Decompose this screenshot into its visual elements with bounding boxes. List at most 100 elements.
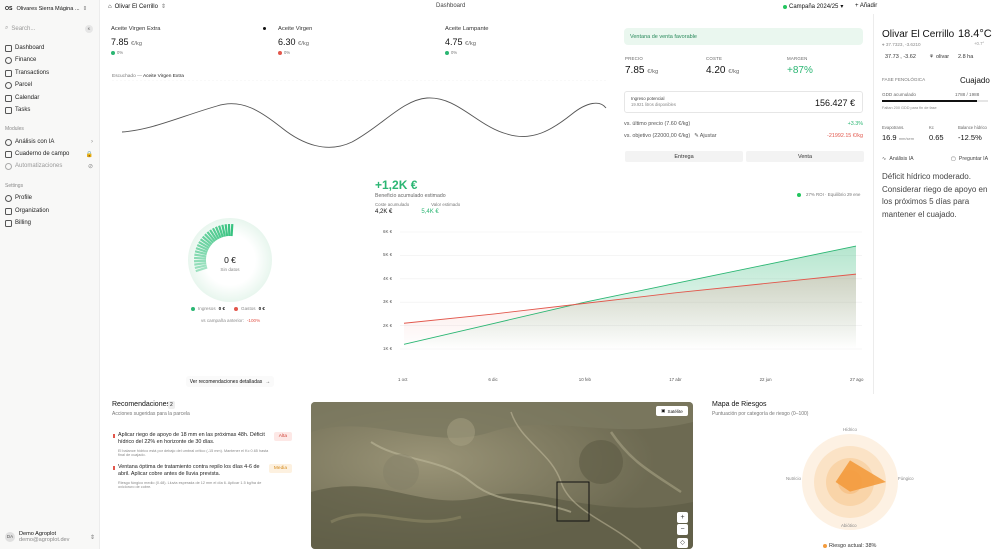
donut-tick	[218, 225, 224, 238]
sidebar-item-parcel[interactable]: Parcel	[5, 80, 93, 90]
search-placeholder: Search...	[11, 25, 36, 32]
user-menu[interactable]: DA Demo Agroplot demo@agroplot.dev ⇕	[5, 530, 95, 544]
sidebar-item-tasks[interactable]: Tasks	[5, 105, 93, 115]
profit-chart	[400, 231, 862, 350]
leaf-icon: ⚘	[929, 54, 934, 60]
trend-dot	[111, 50, 115, 55]
finance-icon	[5, 56, 12, 64]
sidebar-item-label: Transactions	[15, 70, 50, 76]
satellite-toggle-button[interactable]: ▣ Satélite	[656, 406, 688, 416]
satellite-map[interactable]	[311, 402, 693, 549]
revenue-label: Ingreso potencial	[631, 96, 665, 101]
price-card-extra-virgin[interactable]: Aceite Virgen Extra 7.85 €/kg 0%	[111, 26, 231, 55]
risk-axis-label: Nutricio	[786, 476, 801, 481]
cost-line	[403, 273, 857, 324]
page-title: Dashboard	[436, 3, 466, 9]
profit-value: +1,2K €	[375, 178, 418, 192]
donut-legend: Ingresos 0 € Gastos 0 €	[191, 306, 265, 311]
vs-label: vs campaña anterior:	[201, 318, 244, 323]
kpi-price-unit: €/kg	[647, 69, 659, 75]
current-risk-label: Riesgo actual:	[829, 543, 864, 549]
parcel-boundary[interactable]	[556, 481, 590, 522]
kc-value: 0.65	[929, 133, 944, 142]
cost-acc-value: 4,2K €	[375, 209, 393, 215]
price-card-virgin[interactable]: Aceite Virgen 6.30 €/kg 0%	[278, 26, 398, 55]
gdd-note: Faltan 200 GDD para fin de fase	[882, 106, 937, 110]
x-tick-label: 17 abr	[669, 377, 682, 382]
parcel-icon: ⌂	[108, 3, 112, 10]
x-tick-label: 1 oct	[398, 377, 408, 382]
chat-icon: ▢	[951, 156, 956, 162]
price-chart	[112, 80, 608, 148]
gdd-progress	[882, 100, 988, 102]
priority-badge: Alta	[273, 432, 292, 441]
priority-badge: Media	[268, 464, 292, 473]
recommendation-item[interactable]: Aplicar riego de apoyo de 18 mm en las p…	[112, 432, 292, 458]
sidebar-item-dashboard[interactable]: Dashboard	[5, 43, 93, 53]
status-dot	[783, 4, 787, 9]
zoom-out-button[interactable]: −	[677, 524, 688, 535]
chevron-updown-icon: ⇕	[160, 4, 166, 10]
donut-tick	[198, 241, 210, 250]
sidebar-item-profile[interactable]: Profile	[5, 193, 93, 203]
sparkle-icon	[5, 138, 12, 146]
price-card-lampante[interactable]: Aceite Lampante 4.75 €/kg 0%	[445, 26, 565, 55]
campaign-selector[interactable]: Campaña 2024/25 ▾	[783, 3, 843, 10]
sidebar-item-transactions[interactable]: Transactions	[5, 68, 93, 78]
recommendation-item[interactable]: Ventana óptima de tratamiento contra rep…	[112, 464, 292, 490]
sidebar-search[interactable]: ⌕ Search... K	[5, 23, 93, 34]
sidebar-item-field-notebook[interactable]: Cuaderno de campo 🔒	[5, 149, 93, 159]
price-value: 7.85	[111, 37, 129, 47]
sidebar-item-label: Billing	[15, 220, 32, 226]
gdd-progress-fill	[882, 100, 978, 102]
temperature: 18.4°C	[958, 28, 992, 40]
tab-sale[interactable]: Venta	[746, 151, 864, 162]
income-value: 0 €	[218, 306, 226, 311]
user-name: Demo Agroplot	[19, 530, 57, 537]
edit-icon[interactable]: ✎	[694, 133, 699, 139]
parcel-icon	[5, 81, 12, 89]
satellite-label: Satélite	[667, 408, 683, 414]
cost-acc-label: Coste acumulado	[375, 202, 410, 207]
donut-tick	[209, 229, 218, 241]
compass-icon[interactable]: ◇	[677, 538, 688, 548]
risk-polygon	[835, 460, 886, 492]
detailed-recommendations-button[interactable]: Ver recomendaciones detalladas →	[186, 376, 274, 387]
vs-value: -100%	[246, 318, 261, 323]
cmp-value: -21992.15 €/kg	[827, 133, 863, 139]
profit-subtitle: Beneficio acumulado estimado	[375, 193, 446, 199]
et-value: 16.9	[882, 133, 897, 142]
recommendation-text: Ventana óptima de tratamiento contra rep…	[112, 464, 267, 478]
sidebar-item-calendar[interactable]: Calendar	[5, 93, 93, 103]
ai-analysis-text: Déficit hídrico moderado. Considerar rie…	[882, 172, 988, 219]
comparison-target: vs. objetivo (22000,00 €/kg) ✎ Ajustar -219…	[624, 133, 863, 139]
risk-dot	[823, 544, 827, 548]
cost-label: Gastos	[241, 306, 256, 311]
tab-delivery[interactable]: Entrega	[625, 151, 743, 162]
donut-tick	[194, 264, 207, 269]
sidebar-item-automations[interactable]: Automatizaciones ⊘	[5, 161, 93, 171]
adjust-link[interactable]: Ajustar	[699, 133, 717, 139]
sidebar-item-ai-analysis[interactable]: Análisis con IA ›	[5, 137, 93, 147]
zoom-in-button[interactable]: +	[677, 512, 688, 523]
plus-icon: +	[855, 3, 860, 9]
sidebar-item-finance[interactable]: Finance	[5, 55, 93, 65]
calendar-icon	[5, 94, 12, 102]
parcel-selector[interactable]: ⌂ Olivar El Cerrillo ⇕	[108, 3, 166, 11]
button-label: Ver recomendaciones detalladas	[189, 378, 263, 385]
donut-tick	[194, 250, 207, 256]
kpi-cost-unit: €/kg	[728, 69, 740, 75]
sidebar-item-organization[interactable]: Organization	[5, 206, 93, 216]
kpi-cost-label: COSTE	[706, 56, 723, 61]
add-button[interactable]: + Añadir	[855, 3, 877, 9]
donut-tick	[206, 231, 216, 243]
ai-analysis-label: ∿ Análisis IA	[882, 156, 914, 162]
org-switcher[interactable]: OS Olivares Sierra Mágina ... ⇕	[5, 4, 95, 14]
cmp-label: vs. último precio (7.60 €/kg)	[624, 121, 691, 127]
donut-tick	[195, 247, 208, 254]
ask-ai-button[interactable]: ▢ Preguntar IA	[951, 156, 988, 162]
price-change: 0%	[117, 50, 124, 55]
price-line	[121, 97, 607, 148]
et-label: Evapotrans.	[882, 125, 905, 130]
sidebar-item-billing[interactable]: Billing	[5, 218, 93, 228]
